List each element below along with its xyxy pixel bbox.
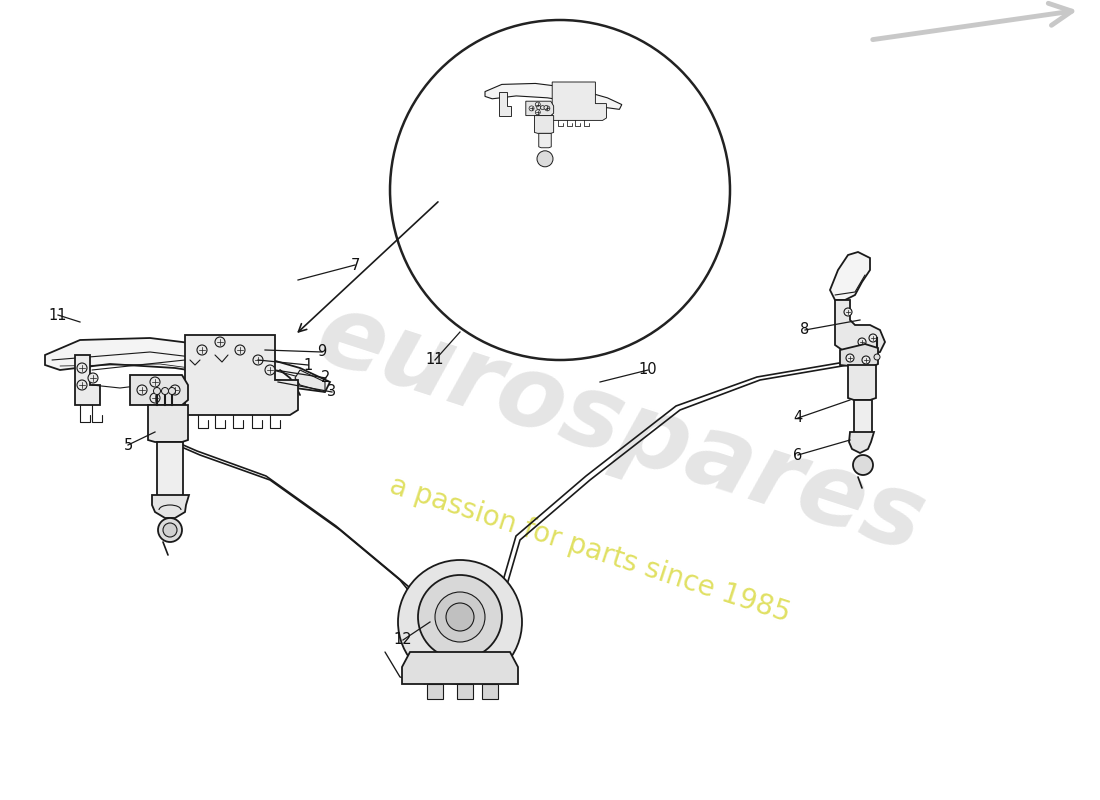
Polygon shape [295,370,324,392]
Text: 1: 1 [304,358,312,373]
Polygon shape [552,82,606,120]
Polygon shape [485,83,622,110]
Polygon shape [835,300,886,355]
Circle shape [150,393,160,403]
Text: 3: 3 [328,385,337,399]
Circle shape [235,345,245,355]
Polygon shape [854,400,872,434]
Circle shape [874,354,880,360]
Circle shape [844,308,852,316]
Circle shape [540,106,544,110]
Circle shape [253,355,263,365]
Circle shape [529,106,535,111]
Polygon shape [499,92,512,115]
Text: 11: 11 [426,353,444,367]
Text: 7: 7 [350,258,360,273]
Circle shape [536,102,540,107]
Text: 4: 4 [793,410,803,426]
Circle shape [398,560,522,684]
Polygon shape [830,252,870,300]
Polygon shape [456,684,473,699]
Circle shape [390,20,730,360]
Circle shape [858,338,866,346]
Circle shape [536,110,540,114]
Circle shape [852,455,873,475]
Polygon shape [840,344,878,368]
Circle shape [88,373,98,383]
Circle shape [163,523,177,537]
Polygon shape [427,684,443,699]
Circle shape [197,345,207,355]
Polygon shape [75,355,100,405]
Text: 8: 8 [801,322,810,338]
Text: a passion for parts since 1985: a passion for parts since 1985 [386,472,794,628]
Polygon shape [848,365,876,400]
Polygon shape [535,115,553,134]
Text: 11: 11 [48,307,67,322]
Text: 2: 2 [321,370,331,386]
Text: 12: 12 [394,633,412,647]
Text: 6: 6 [793,447,803,462]
Polygon shape [148,405,188,442]
Circle shape [168,387,176,394]
Polygon shape [152,495,189,518]
Circle shape [77,380,87,390]
Circle shape [150,377,160,387]
Circle shape [170,385,180,395]
Text: 5: 5 [123,438,133,453]
Circle shape [544,106,548,110]
Circle shape [138,385,147,395]
Circle shape [162,387,168,394]
Circle shape [869,334,877,342]
Circle shape [214,337,225,347]
Text: 9: 9 [318,345,327,359]
Circle shape [544,106,550,111]
Circle shape [158,518,182,542]
Circle shape [265,365,275,375]
Circle shape [862,356,870,364]
Polygon shape [526,102,553,115]
Polygon shape [402,652,518,684]
Polygon shape [157,442,183,498]
Circle shape [537,150,553,166]
Polygon shape [185,335,298,415]
Polygon shape [539,134,551,148]
Polygon shape [482,684,498,699]
Polygon shape [45,338,330,392]
Text: 10: 10 [639,362,658,378]
Circle shape [446,603,474,631]
Circle shape [154,387,161,394]
Circle shape [418,575,502,659]
Circle shape [846,354,854,362]
Circle shape [77,363,87,373]
Circle shape [537,106,541,110]
Polygon shape [849,432,875,453]
Circle shape [434,592,485,642]
Polygon shape [130,375,188,405]
Text: eurospares: eurospares [305,286,936,574]
